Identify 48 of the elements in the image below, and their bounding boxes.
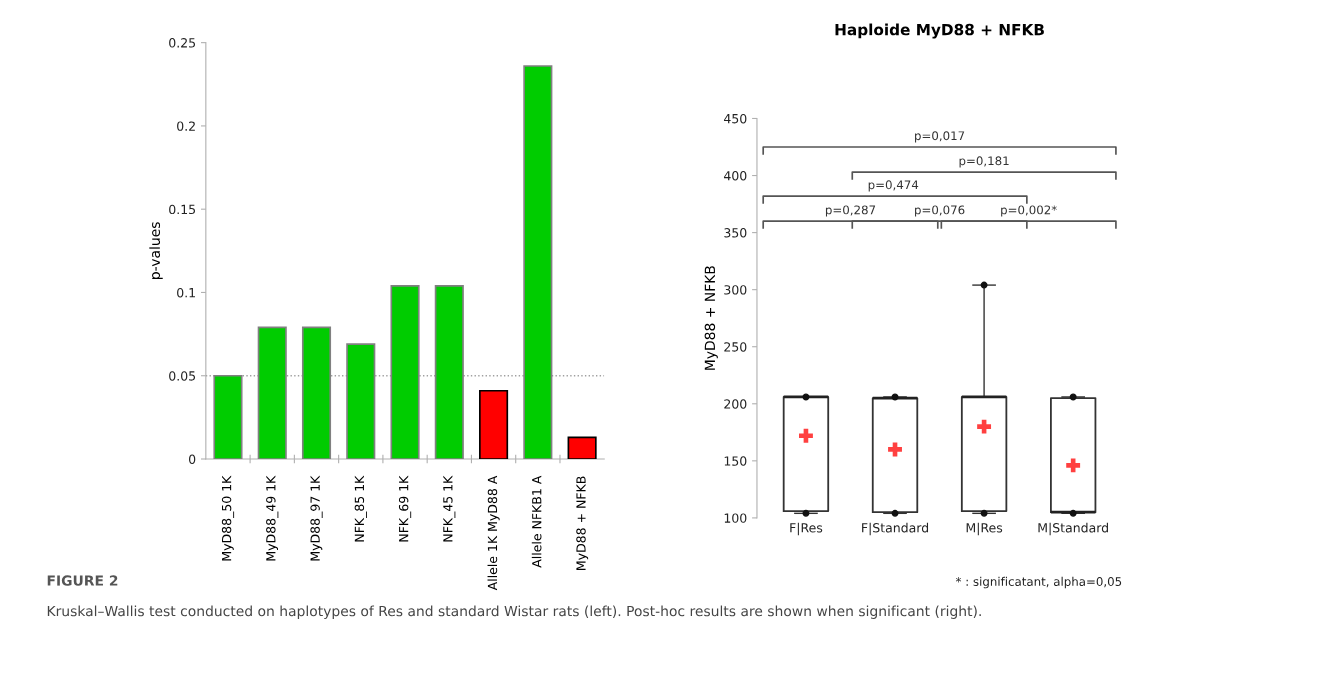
x-tick-label: Allele 1K MyD88 A [487,475,500,591]
y-tick-label: 0.1 [177,287,195,298]
y-axis-title: MyD88 + NFKB [704,266,718,370]
y-tick-label: 350 [724,228,747,238]
y-tick-label: 200 [724,399,747,409]
annotation: p=0,474 [868,180,919,192]
y-tick-label: 100 [724,513,747,523]
text: * : significatant, alpha=0,05 [955,576,1122,589]
x-tick-label: MyD88_97 1K [310,475,323,561]
text: Kruskal–Wallis test conducted on haplotypes of Res and standard Wistar rats (left). Post-hoc results are shown when significant (right). [47,605,981,619]
annotation: p=0,017 [915,131,965,143]
bar [434,284,464,460]
y-tick-label: 300 [724,285,747,295]
bar [479,389,509,460]
x-tick-label: F|Res [790,522,823,536]
annotation: p=0,181 [959,156,1009,168]
x-tick-label: M|Res [966,522,1003,536]
y-axis-title: p-values [149,222,163,279]
y-tick-label: 0.25 [169,38,196,48]
x-tick-label: MyD88 + NFKB [576,476,589,570]
bar [390,284,420,460]
y-tick-label: 400 [723,171,747,181]
x-tick-label: NFK_45 1K [443,475,456,542]
y-tick-label: 0 [188,454,196,464]
bar [523,65,553,460]
x-tick-label: NFK_69 1K [398,475,412,542]
bar [301,326,332,460]
y-tick-label: 0.2 [177,121,195,131]
annotation: p=0,076 [915,205,965,217]
x-tick-label: MyD88_50 1K [221,475,235,561]
x-tick-label: F|Standard [862,522,929,536]
x-tick-label: M|Standard [1038,522,1108,536]
y-tick-label: 450 [723,113,747,124]
x-tick-label: NFK_85 1K [354,475,367,542]
y-tick-label: 150 [724,456,747,466]
annotation: p=0,287 [825,205,876,217]
bar [213,374,243,460]
y-tick-label: 0.15 [169,204,196,215]
chart-title: Haploide MyD88 + NFKB [835,23,1044,39]
y-tick-label: 0.05 [169,371,196,381]
x-tick-label: Allele NFKB1 A [531,475,542,568]
bar [346,343,376,460]
caption: FIGURE 2 [47,575,118,586]
annotation: p=0,002* [1001,205,1057,217]
bar [567,436,597,460]
x-tick-label: MyD88_49 1K [266,475,279,561]
bar [257,326,287,460]
y-tick-label: 250 [724,342,747,352]
